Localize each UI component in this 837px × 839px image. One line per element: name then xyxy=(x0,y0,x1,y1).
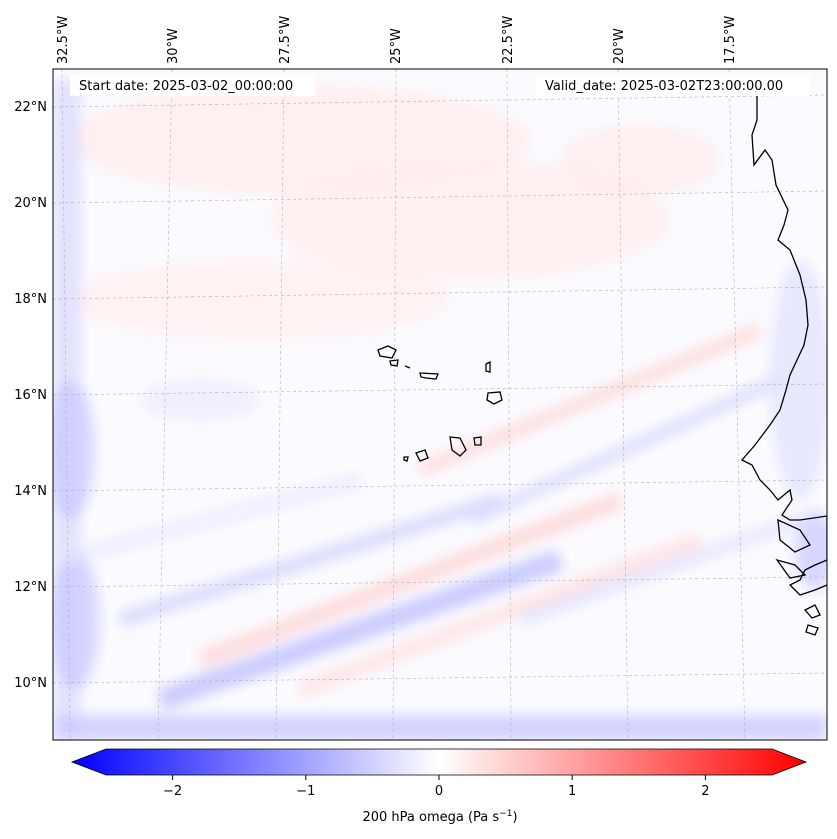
island-maio xyxy=(473,436,482,446)
lat-label: 22°N xyxy=(14,100,47,115)
lat-label: 16°N xyxy=(14,388,47,403)
colorbar-tick-label: −1 xyxy=(296,784,315,799)
start-date-box xyxy=(70,75,315,96)
gambia-coast xyxy=(777,518,811,553)
lon-label: 30°W xyxy=(166,28,181,64)
island-fogo xyxy=(415,449,429,462)
island-sao-vicente xyxy=(389,359,399,367)
island-santo-antao xyxy=(377,345,397,359)
longitude-labels: 32.5°W 30°W 27.5°W 25°W 22.5°W 20°W 17.5… xyxy=(56,16,738,64)
africa-coastline xyxy=(740,90,827,596)
lat-label: 10°N xyxy=(14,676,47,691)
coastline xyxy=(740,90,827,636)
lat-label: 14°N xyxy=(14,484,47,499)
lon-label: 32.5°W xyxy=(56,16,71,64)
island-sao-nicolau xyxy=(419,372,439,380)
lon-label: 17.5°W xyxy=(723,16,738,64)
lat-label: 18°N xyxy=(14,292,47,307)
latitude-labels: 22°N 20°N 18°N 16°N 14°N 12°N 10°N xyxy=(14,100,47,691)
island-boa-vista xyxy=(486,391,503,405)
colorbar-ramp xyxy=(70,748,808,776)
omega-field xyxy=(53,80,827,740)
valid-date-label: Valid_date: 2025-03-02T23:00:00.00 xyxy=(545,79,783,94)
colorbar-tick-label: 2 xyxy=(701,784,709,799)
island-sal xyxy=(485,360,491,373)
island-small xyxy=(805,624,819,636)
map-frame xyxy=(52,68,828,741)
island-bijagos xyxy=(803,604,821,619)
valid-date-box xyxy=(536,75,810,96)
lon-label: 27.5°W xyxy=(278,16,293,64)
lon-label: 25°W xyxy=(389,28,404,64)
map-panel: Start date: 2025-03-02_00:00:00 Valid_da… xyxy=(52,68,828,741)
gridlines xyxy=(53,69,827,740)
colorbar-tick-label: −2 xyxy=(163,784,182,799)
colorbar-ticks: −2 −1 0 1 2 xyxy=(163,775,710,799)
lon-label: 20°W xyxy=(612,28,627,64)
lon-label: 22.5°W xyxy=(501,16,516,64)
lat-label: 20°N xyxy=(14,196,47,211)
colorbar-tick-label: 0 xyxy=(435,784,443,799)
colorbar: −2 −1 0 1 2 200 hPa omega (Pa s−1) xyxy=(70,748,808,825)
colorbar-title: 200 hPa omega (Pa s−1) xyxy=(362,809,517,825)
lat-label: 12°N xyxy=(14,580,47,595)
island-santiago xyxy=(449,436,467,457)
island-santa-luzia xyxy=(404,365,411,369)
island-brava xyxy=(403,456,409,462)
cape-verde-islands xyxy=(377,345,503,462)
start-date-label: Start date: 2025-03-02_00:00:00 xyxy=(79,79,293,94)
colorbar-tick-label: 1 xyxy=(568,784,576,799)
guinea-bissau-coast xyxy=(775,558,807,579)
